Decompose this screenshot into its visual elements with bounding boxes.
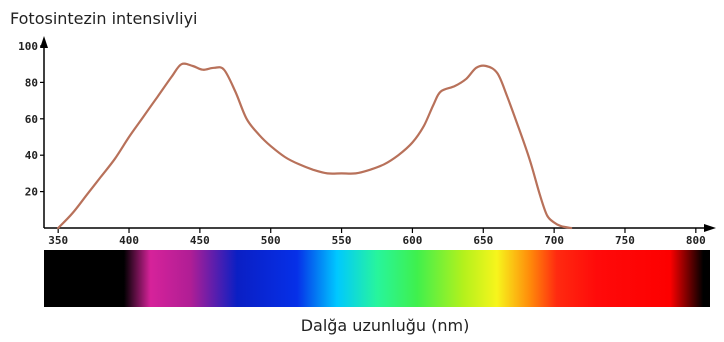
x-axis-arrow bbox=[704, 224, 716, 232]
chart-title: Fotosintezin intensivliyi bbox=[10, 9, 198, 28]
x-tick-label: 400 bbox=[119, 234, 139, 247]
y-axis-arrow bbox=[40, 36, 48, 48]
y-tick-label: 20 bbox=[25, 186, 38, 199]
y-tick-label: 80 bbox=[25, 76, 38, 89]
y-ticks: 20 40 60 80 100 bbox=[18, 40, 44, 199]
x-tick-label: 750 bbox=[615, 234, 635, 247]
x-axis-label: Dalğa uzunluğu (nm) bbox=[301, 316, 470, 335]
spectrum-bar bbox=[44, 250, 710, 307]
y-tick-label: 40 bbox=[25, 149, 38, 162]
x-tick-label: 450 bbox=[190, 234, 210, 247]
x-tick-label: 800 bbox=[686, 234, 706, 247]
y-tick-label: 100 bbox=[18, 40, 38, 53]
x-tick-label: 500 bbox=[261, 234, 281, 247]
x-tick-label: 350 bbox=[48, 234, 68, 247]
x-tick-label: 650 bbox=[473, 234, 493, 247]
series-line-photosynthesis bbox=[57, 62, 573, 230]
x-ticks: 350 400 450 500 550 600 650 700 750 800 bbox=[48, 228, 706, 247]
x-tick-label: 600 bbox=[402, 234, 422, 247]
x-tick-label: 550 bbox=[332, 234, 352, 247]
y-tick-label: 60 bbox=[25, 113, 38, 126]
x-tick-label: 700 bbox=[544, 234, 564, 247]
